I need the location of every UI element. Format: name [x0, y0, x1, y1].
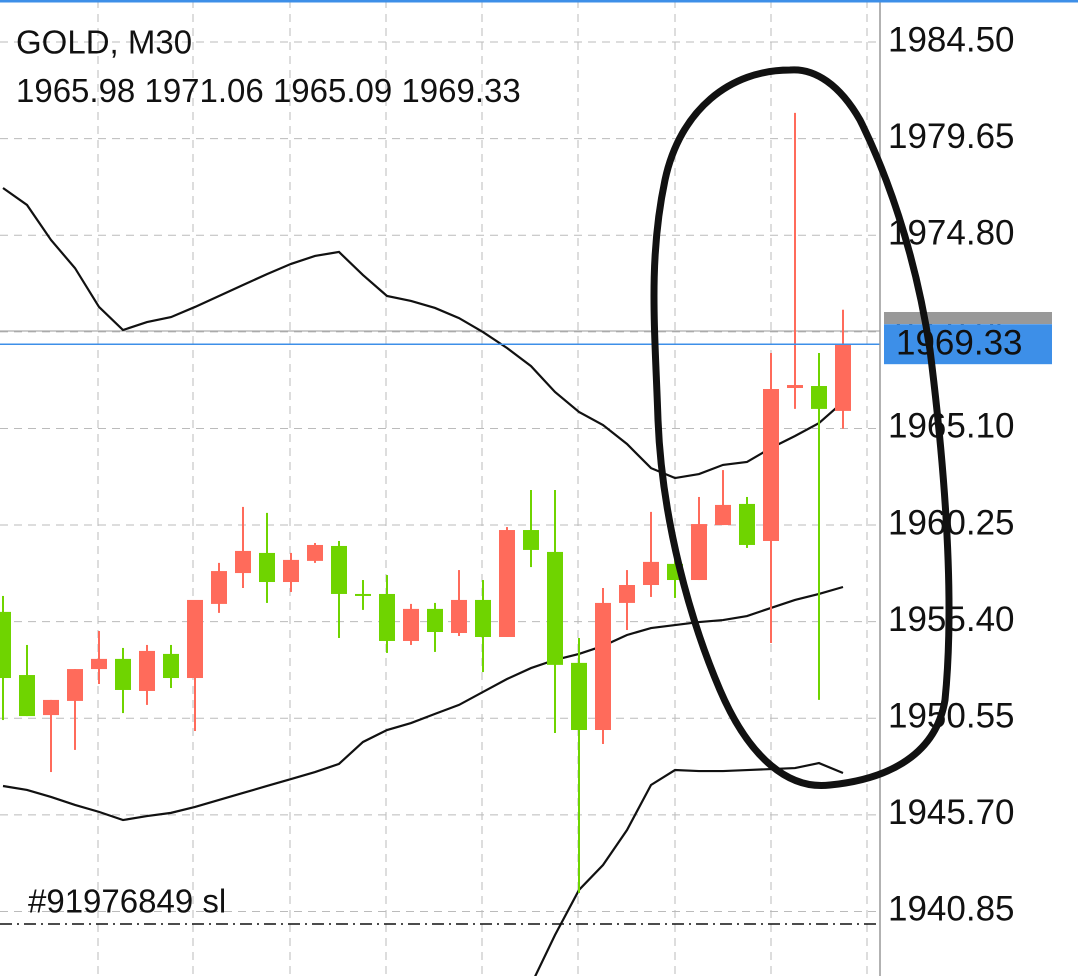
y-tick-label: 1940.85 — [888, 890, 1015, 929]
candle-body — [811, 386, 827, 409]
candle-body — [403, 608, 419, 641]
band-line — [534, 761, 844, 976]
candle-body — [571, 662, 587, 731]
candle-body — [307, 544, 323, 561]
candle-body — [43, 699, 59, 716]
band-line — [2, 187, 844, 480]
y-tick-label: 1965.10 — [888, 407, 1015, 446]
y-tick-label: 1979.65 — [888, 117, 1015, 156]
plot-area: #91976849 sl — [0, 112, 880, 976]
candle-body — [499, 530, 515, 637]
candle-body — [211, 571, 227, 604]
y-tick-label: 1950.55 — [888, 697, 1015, 736]
chart-title: GOLD, M30 — [16, 24, 192, 61]
header-high: 1971.06 — [144, 72, 263, 109]
candle-body — [19, 675, 35, 717]
header-open: 1965.98 — [16, 72, 135, 109]
y-tick-label: 1960.25 — [888, 503, 1015, 542]
candle-body — [595, 602, 611, 731]
candle-body — [139, 650, 155, 691]
candle-body — [379, 593, 395, 641]
candle-body — [715, 504, 731, 526]
candle-body — [91, 658, 107, 670]
candle-body — [0, 611, 11, 679]
candle-body — [739, 503, 755, 545]
candle-body — [835, 344, 851, 411]
header-low: 1965.09 — [273, 72, 392, 109]
band-line — [2, 585, 844, 822]
y-tick-label: 1945.70 — [888, 793, 1015, 832]
candle-body — [163, 653, 179, 679]
candle-body — [187, 599, 203, 679]
candle-body — [355, 593, 371, 596]
ohlc-header: 1965.98 1971.06 1965.09 1969.33 — [16, 72, 521, 109]
candle-body — [763, 389, 779, 541]
candle-body — [115, 658, 131, 690]
stop-loss-label: #91976849 sl — [28, 883, 226, 920]
candle-body — [787, 385, 803, 389]
candle-body — [547, 551, 563, 665]
hand-drawn-circle — [650, 66, 953, 790]
candle-body — [475, 599, 491, 637]
y-tick-label: 1984.50 — [888, 20, 1015, 59]
candle-body — [427, 608, 443, 633]
candle-body — [259, 552, 275, 583]
candle-body — [235, 550, 251, 574]
candle-body — [451, 599, 467, 634]
candle-body — [691, 524, 707, 581]
candle-body — [619, 585, 635, 603]
candle-body — [67, 669, 83, 701]
candle-body — [523, 530, 539, 550]
ask-price-box — [884, 312, 1052, 324]
last-price-label: 1969.33 — [896, 323, 1023, 362]
candle-body — [643, 561, 659, 586]
header-close: 1969.33 — [401, 72, 520, 109]
candle-body — [331, 545, 347, 594]
last-price-box — [884, 324, 1052, 365]
candle-body — [283, 559, 299, 583]
